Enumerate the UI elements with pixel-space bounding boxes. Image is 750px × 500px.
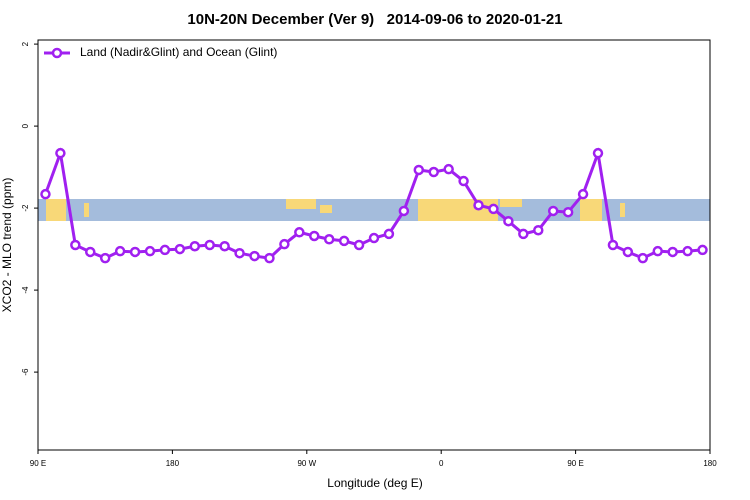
- data-point: [383, 228, 395, 240]
- y-tick-label: -6: [21, 368, 30, 376]
- data-point: [518, 228, 529, 240]
- data-point: [562, 206, 574, 218]
- data-point: [547, 205, 559, 217]
- y-tick-label: -2: [21, 204, 30, 212]
- x-axis-label: Longitude (deg E): [327, 476, 422, 490]
- data-point: [159, 244, 171, 256]
- data-point: [458, 175, 469, 187]
- y-tick-label: -4: [21, 286, 30, 294]
- data-point: [503, 215, 514, 227]
- data-point: [428, 166, 439, 178]
- data-point: [443, 163, 454, 175]
- data-point: [637, 252, 649, 264]
- data-point: [473, 199, 484, 211]
- y-tick-label: 0: [21, 123, 30, 128]
- chart-title: 10N-20N December (Ver 9) 2014-09-06 to 2…: [187, 11, 562, 28]
- data-point: [204, 239, 215, 251]
- data-point: [279, 238, 290, 250]
- x-tick-label: 90 W: [297, 459, 316, 468]
- plot-frame: [37, 39, 711, 451]
- data-point: [85, 246, 96, 258]
- legend-marker: [51, 47, 63, 59]
- data-point: [99, 252, 111, 264]
- data-point: [697, 244, 708, 256]
- data-point: [219, 240, 230, 252]
- data-point: [368, 232, 380, 244]
- data-point: [577, 188, 589, 200]
- data-point: [174, 243, 186, 255]
- data-point: [40, 188, 51, 200]
- data-point: [682, 245, 693, 257]
- data-point: [114, 245, 126, 257]
- data-point: [323, 234, 335, 245]
- y-axis-label: XCO2 - MLO trend (ppm): [0, 178, 14, 313]
- data-point: [294, 227, 305, 238]
- x-tick-label: 180: [703, 459, 717, 468]
- data-point: [249, 250, 260, 262]
- data-point: [622, 246, 634, 258]
- data-point: [353, 239, 365, 251]
- data-point: [592, 147, 604, 159]
- data-point: [144, 245, 156, 257]
- data-point: [607, 239, 619, 251]
- data-point: [129, 246, 141, 258]
- data-point: [55, 147, 66, 159]
- x-tick-label: 90 E: [30, 459, 46, 468]
- data-point: [189, 240, 201, 252]
- data-point: [488, 203, 499, 215]
- data-point: [309, 230, 320, 242]
- data-point: [533, 224, 544, 236]
- data-point: [70, 239, 81, 251]
- data-point: [667, 246, 678, 258]
- x-tick-label: 180: [166, 459, 180, 468]
- x-tick-label: 0: [439, 459, 444, 468]
- data-point: [652, 245, 663, 257]
- data-point: [398, 205, 410, 217]
- data-point: [264, 252, 275, 264]
- x-tick-label: 90 E: [567, 459, 583, 468]
- legend-label: Land (Nadir&Glint) and Ocean (Glint): [80, 45, 277, 59]
- y-tick-label: 2: [21, 41, 30, 46]
- data-point: [413, 164, 425, 176]
- data-point: [338, 235, 350, 247]
- data-point: [234, 247, 245, 259]
